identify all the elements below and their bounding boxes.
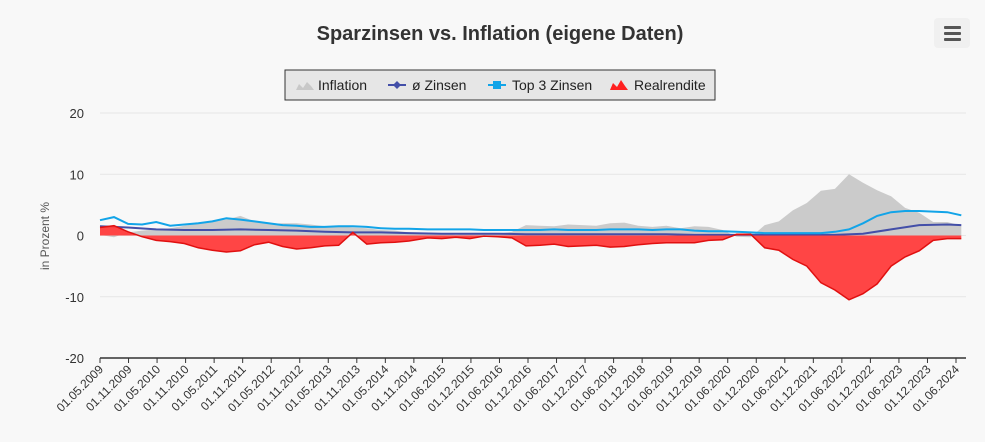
legend-symbol-realrendite <box>610 80 628 90</box>
y-tick-label: -10 <box>65 290 84 305</box>
y-tick-label: 10 <box>70 167 84 182</box>
hamburger-icon-bar-3 <box>944 38 961 41</box>
hamburger-icon-bar-2 <box>944 32 961 35</box>
legend-label-top3-zinsen: Top 3 Zinsen <box>512 77 592 93</box>
y-tick-label: 20 <box>70 106 84 121</box>
series-line-2 <box>99 210 962 235</box>
y-tick-label: -20 <box>65 351 84 366</box>
legend-item-avg-zinsen[interactable]: ø Zinsen <box>388 77 466 93</box>
legend-label-avg-zinsen: ø Zinsen <box>412 77 466 93</box>
legend-symbol-inflation <box>296 82 314 90</box>
legend-label-realrendite: Realrendite <box>634 77 706 93</box>
x-axis-ticks: 01.05.200901.11.200901.05.201001.11.2010… <box>54 358 962 415</box>
y-tick-label: 0 <box>77 229 84 244</box>
y-axis-title: in Prozent % <box>38 202 52 270</box>
y-axis-ticks: 20 10 0 -10 -20 <box>65 106 84 366</box>
legend-item-top3-zinsen[interactable]: Top 3 Zinsen <box>488 77 592 93</box>
legend: Inflation ø Zinsen Top 3 Zinsen Realrend… <box>284 69 716 101</box>
series-area-3 <box>100 225 962 300</box>
series-line-1 <box>99 223 962 236</box>
chart-menu-button[interactable] <box>934 18 970 48</box>
series-layer <box>99 174 962 301</box>
chart-title: Sparzinsen vs. Inflation (eigene Daten) <box>317 23 684 45</box>
legend-item-inflation[interactable]: Inflation <box>296 77 367 93</box>
legend-label-inflation: Inflation <box>318 77 367 93</box>
legend-marker-top3-zinsen <box>493 81 501 89</box>
series-edge-3 <box>99 224 962 301</box>
legend-item-realrendite[interactable]: Realrendite <box>610 77 706 93</box>
series-area-0 <box>100 174 962 238</box>
hamburger-icon-bar-1 <box>944 26 961 29</box>
legend-marker-avg-zinsen <box>393 81 401 89</box>
